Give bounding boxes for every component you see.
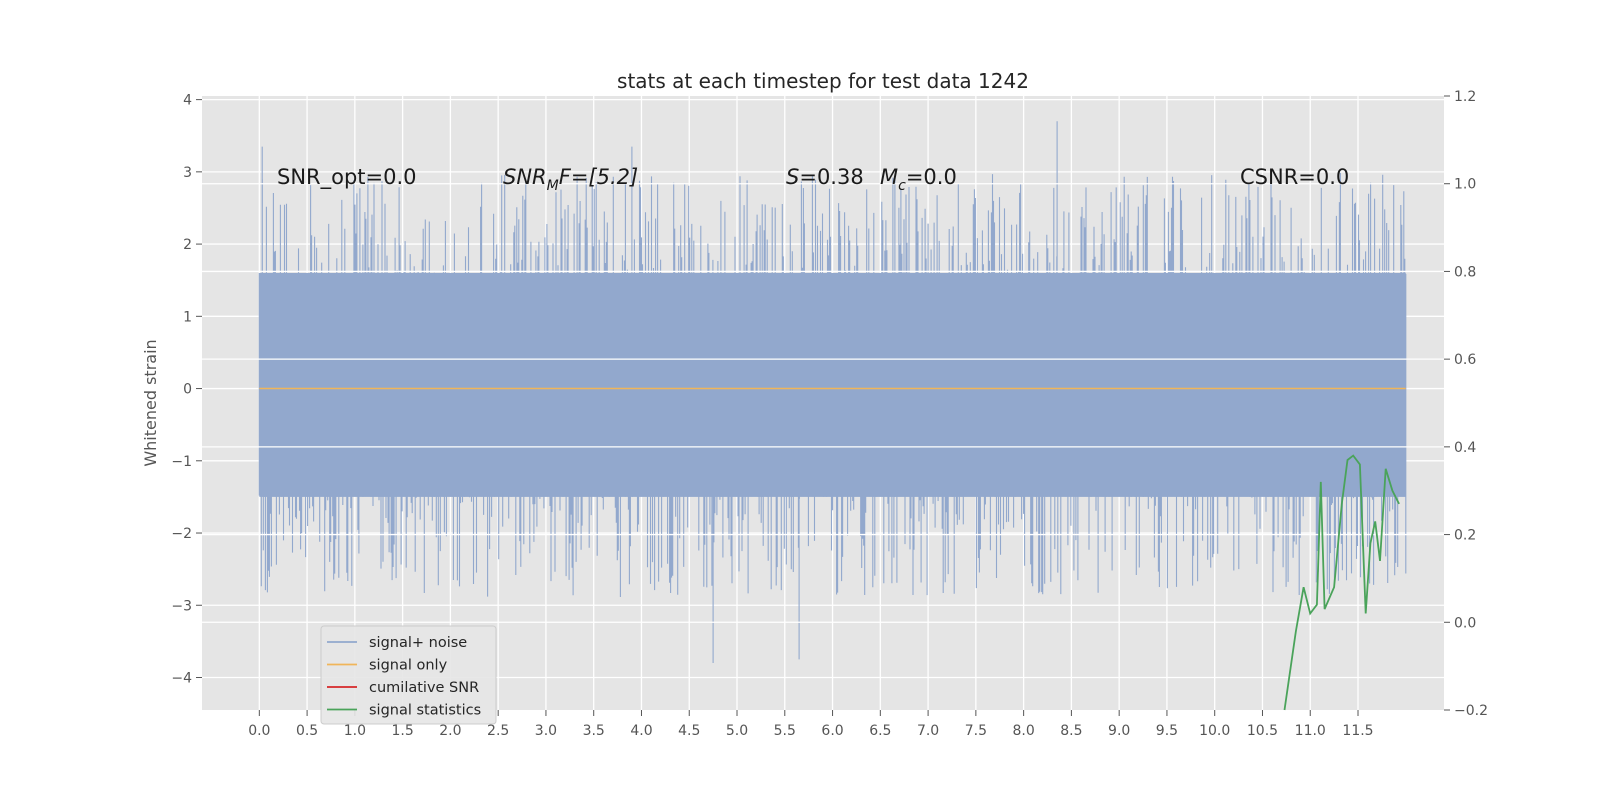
- annotations: SNR_opt=0.0 SNRMF=[5.2] S=0.38 Mc=0.0 CS…: [277, 165, 1349, 194]
- y-right-tick-label: 0.4: [1454, 440, 1476, 456]
- snr-opt-annotation: SNR_opt=0.0: [277, 165, 417, 190]
- legend-label: signal statistics: [369, 703, 481, 719]
- x-tick-label: 7.0: [917, 723, 939, 739]
- y-axis-right-ticks: 1.2 1.0 0.8 0.6 0.4 0.2 0.0 −0.2: [1444, 89, 1488, 719]
- mc-val: =0.0: [906, 165, 957, 189]
- y-axis-label: Whitened strain: [141, 339, 160, 466]
- x-tick-label: 8.5: [1060, 723, 1082, 739]
- y-axis-left-ticks: 4 3 2 1 0 −1 −2 −3 −4: [171, 93, 202, 686]
- x-tick-label: 10.0: [1199, 723, 1230, 739]
- x-tick-label: 3.0: [535, 723, 557, 739]
- mc-var: M: [880, 165, 898, 189]
- s-val: =0.38: [799, 165, 863, 189]
- x-tick-label: 0.0: [248, 723, 270, 739]
- x-tick-label: 5.0: [726, 723, 748, 739]
- x-tick-label: 2.5: [487, 723, 509, 739]
- legend-box: [320, 625, 497, 725]
- y-right-tick-label: −0.2: [1454, 703, 1488, 719]
- x-axis-ticks: 0.0 0.5 1.0 1.5 2.0 2.5 3.0 3.5 4.0 4.5 5.0 5.5 6.0 6…: [248, 710, 1374, 739]
- grid-right-axis: [202, 183, 1444, 623]
- legend-label: signal+ noise: [369, 635, 467, 651]
- signal-noise-series: [258, 121, 1407, 663]
- x-tick-label: 4.5: [678, 723, 700, 739]
- x-tick-label: 0.5: [296, 723, 318, 739]
- signal-noise-line: [258, 121, 1407, 663]
- y-tick-label: 2: [183, 237, 192, 253]
- y-tick-label: −1: [171, 454, 192, 470]
- x-tick-label: 1.0: [344, 723, 366, 739]
- x-tick-label: 9.0: [1108, 723, 1130, 739]
- signal-statistics-line: [1283, 454, 1400, 711]
- legend-label: cumilative SNR: [369, 680, 479, 696]
- mc-annotation: Mc=0.0: [880, 165, 957, 194]
- x-tick-label: 6.0: [821, 723, 843, 739]
- csnr-annotation: CSNR=0.0: [1240, 165, 1349, 189]
- x-tick-label: 10.5: [1247, 723, 1278, 739]
- snr-mf-rest: F=[5.2]: [559, 165, 638, 189]
- x-tick-label: 6.5: [869, 723, 891, 739]
- x-tick-label: 11.0: [1295, 723, 1326, 739]
- y-right-tick-label: 1.0: [1454, 177, 1476, 193]
- y-right-tick-label: 0.8: [1454, 264, 1476, 280]
- y-tick-label: −3: [171, 598, 192, 614]
- chart-title: stats at each timestep for test data 124…: [617, 69, 1029, 93]
- x-tick-label: 2.0: [439, 723, 461, 739]
- x-tick-label: 5.5: [774, 723, 796, 739]
- legend-label: signal only: [369, 658, 448, 674]
- legend: signal+ noise signal only cumilative SNR si…: [320, 625, 497, 725]
- snr-mf-annotation: SNRMF=[5.2]: [503, 165, 638, 194]
- y-tick-label: 1: [183, 309, 192, 325]
- snr-mf-sub: M: [547, 178, 559, 194]
- s-var: S: [786, 165, 799, 189]
- y-right-tick-label: 1.2: [1454, 89, 1476, 105]
- y-tick-label: 4: [183, 93, 192, 109]
- x-tick-label: 3.5: [583, 723, 605, 739]
- y-right-tick-label: 0.2: [1454, 528, 1476, 544]
- x-tick-label: 7.5: [965, 723, 987, 739]
- snr-mf-main: SNR: [503, 165, 547, 189]
- mc-sub: c: [898, 178, 906, 194]
- y-tick-label: −2: [171, 526, 192, 542]
- signal-statistics-series: [1283, 454, 1400, 711]
- x-tick-label: 1.5: [391, 723, 413, 739]
- y-tick-label: −4: [171, 670, 192, 686]
- x-tick-label: 9.5: [1156, 723, 1178, 739]
- s-annotation: S=0.38: [786, 165, 864, 189]
- x-tick-label: 8.0: [1012, 723, 1034, 739]
- y-right-tick-label: 0.0: [1454, 615, 1476, 631]
- x-tick-label: 4.0: [630, 723, 652, 739]
- y-tick-label: 3: [183, 165, 192, 181]
- y-tick-label: 0: [183, 382, 192, 398]
- x-tick-label: 11.5: [1342, 723, 1373, 739]
- y-right-tick-label: 0.6: [1454, 352, 1476, 368]
